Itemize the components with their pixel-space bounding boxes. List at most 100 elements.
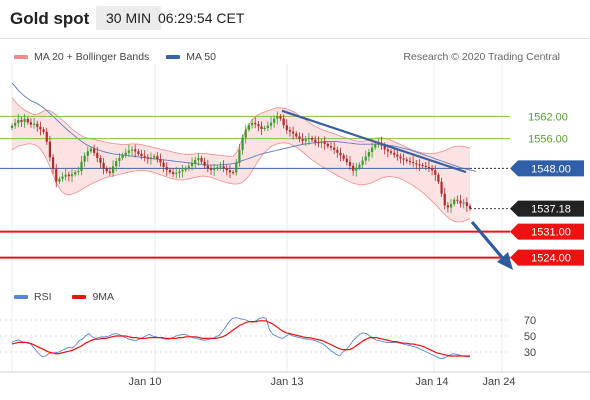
candle-body-10 <box>42 129 45 132</box>
bollinger-lower-line <box>11 142 471 223</box>
candle-body-85 <box>279 116 282 119</box>
candle-body-104 <box>339 152 342 156</box>
candle-body-106 <box>345 158 348 163</box>
candle-body-37 <box>127 150 130 153</box>
candle-body-112 <box>364 156 367 161</box>
candle-body-49 <box>165 166 168 170</box>
level-label-bg-3 <box>510 200 584 217</box>
candle-body-4 <box>23 118 26 122</box>
candle-body-12 <box>48 141 52 158</box>
candle-body-43 <box>146 157 149 159</box>
candle-body-142 <box>459 200 462 204</box>
legend-9ma-label: 9MA <box>92 291 115 303</box>
candle-body-15 <box>58 178 61 182</box>
candle-body-97 <box>317 142 320 144</box>
candle-body-92 <box>301 139 304 141</box>
candle-body-121 <box>393 152 396 155</box>
candle-body-123 <box>399 156 402 159</box>
candle-body-38 <box>130 149 134 151</box>
header-divider <box>0 38 590 39</box>
candle-body-23 <box>83 155 86 162</box>
candle-body-28 <box>99 158 102 163</box>
candle-body-22 <box>80 161 83 172</box>
candle-body-52 <box>175 172 178 174</box>
candle-body-113 <box>367 152 371 157</box>
candle-body-62 <box>206 165 209 169</box>
candle-body-39 <box>134 149 137 152</box>
candle-body-79 <box>260 126 263 129</box>
level-label-bg-4 <box>510 223 584 240</box>
candle-body-143 <box>462 202 465 204</box>
candle-body-13 <box>51 157 55 170</box>
legend-rsi: RSI <box>14 291 52 303</box>
candle-body-93 <box>304 139 307 141</box>
candle-body-36 <box>124 152 127 156</box>
legend-rsi-label: RSI <box>34 291 52 303</box>
candle-body-122 <box>396 154 399 157</box>
timestamp: 06:29:54 CET <box>158 10 245 26</box>
candle-body-53 <box>178 171 181 173</box>
candle-body-67 <box>222 166 225 169</box>
candle-body-44 <box>149 157 153 159</box>
candle-body-59 <box>197 158 200 160</box>
x-tick-2: Jan 14 <box>415 376 448 388</box>
x-tick-0: Jan 10 <box>128 376 161 388</box>
rsi-tick-2: 70 <box>524 315 536 327</box>
candle-body-115 <box>374 144 377 148</box>
candle-body-3 <box>20 120 23 122</box>
candle-body-75 <box>247 125 250 130</box>
candle-body-103 <box>336 149 339 153</box>
candle-body-139 <box>449 204 453 208</box>
candle-body-50 <box>168 169 172 173</box>
candle-body-105 <box>342 155 345 159</box>
candle-body-114 <box>370 147 374 153</box>
candle-body-108 <box>352 165 355 171</box>
rsi-tick-0: 30 <box>524 347 536 359</box>
candle-body-31 <box>108 171 112 173</box>
candle-body-17 <box>64 174 67 177</box>
candle-body-77 <box>254 123 257 125</box>
candle-body-16 <box>61 176 64 179</box>
candle-body-126 <box>408 160 412 163</box>
candle-body-119 <box>386 149 389 152</box>
candle-body-35 <box>121 155 124 159</box>
level-label-3: 1537.18 <box>531 204 571 216</box>
rsi-legend: RSI 9MA <box>14 291 132 303</box>
rsi-tick-1: 50 <box>524 331 536 343</box>
candle-body-109 <box>355 167 358 171</box>
candle-body-68 <box>225 168 228 171</box>
candle-body-82 <box>269 122 273 126</box>
chart-header: Gold spot 30 MIN 06:29:54 CET <box>0 0 590 36</box>
legend-ma50: MA 50 <box>166 51 216 63</box>
candle-body-14 <box>55 169 58 182</box>
candle-body-1 <box>14 123 17 126</box>
candle-body-74 <box>244 129 247 138</box>
candle-body-8 <box>36 123 39 127</box>
candle-body-144 <box>465 202 468 206</box>
candle-body-120 <box>389 151 393 153</box>
candle-body-94 <box>307 137 311 140</box>
legend-bollinger-label: MA 20 + Bollinger Bands <box>34 51 150 63</box>
candle-body-81 <box>266 125 269 128</box>
candle-body-25 <box>89 148 93 152</box>
timeframe-selector[interactable]: 30 MIN <box>96 6 162 30</box>
candle-body-111 <box>361 160 364 165</box>
candle-body-118 <box>383 145 386 150</box>
candle-body-58 <box>194 159 197 164</box>
candle-body-127 <box>412 162 415 164</box>
candle-body-26 <box>93 148 96 153</box>
candle-body-34 <box>118 158 121 161</box>
copyright: Research © 2020 Trading Central <box>403 51 560 63</box>
candle-body-48 <box>162 162 165 167</box>
candle-body-46 <box>156 156 159 160</box>
candle-body-99 <box>323 141 326 144</box>
candle-body-9 <box>39 126 42 130</box>
trendline <box>281 109 467 174</box>
candle-body-137 <box>443 193 446 206</box>
level-label-0: 1562.00 <box>528 111 568 123</box>
projection-arrow-head <box>497 252 513 270</box>
candle-body-45 <box>153 156 156 158</box>
candle-body-55 <box>184 168 187 170</box>
candle-body-84 <box>276 116 279 119</box>
